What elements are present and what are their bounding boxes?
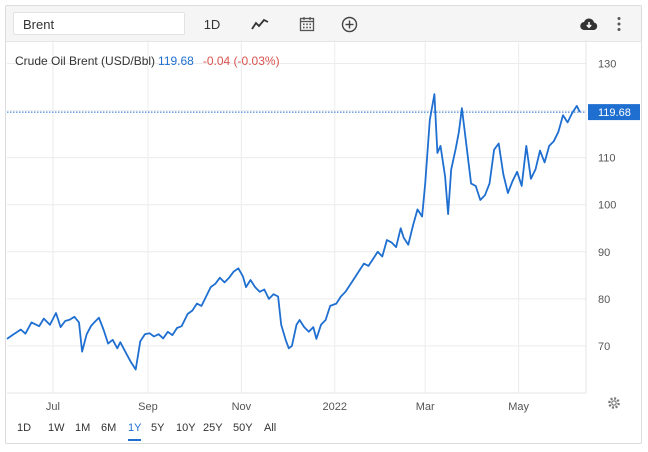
range-1m[interactable]: 1M bbox=[75, 422, 91, 434]
y-tick-label: 130 bbox=[598, 59, 616, 71]
legend-instrument-name: Crude Oil Brent (USD/Bbl) bbox=[15, 54, 156, 68]
chart-widget: Brent 1D bbox=[5, 5, 642, 444]
x-tick-label: Nov bbox=[232, 401, 252, 413]
interval-selector[interactable]: 1D bbox=[203, 16, 221, 32]
chart-legend: Crude Oil Brent (USD/Bbl) 119.68 -0.04 (-0… bbox=[15, 54, 280, 68]
line-chart-icon[interactable] bbox=[246, 12, 274, 36]
y-tick-label: 90 bbox=[598, 247, 610, 259]
download-icon[interactable] bbox=[577, 12, 601, 36]
x-tick-label: 2022 bbox=[323, 401, 347, 413]
x-tick-label: Jul bbox=[46, 401, 60, 413]
x-tick-label: May bbox=[508, 401, 529, 413]
y-tick-label: 70 bbox=[598, 341, 610, 353]
range-all[interactable]: All bbox=[264, 422, 277, 434]
last-price-badge bbox=[588, 104, 640, 121]
add-compare-icon[interactable] bbox=[336, 12, 362, 36]
range-50y[interactable]: 50Y bbox=[233, 422, 253, 434]
range-1d[interactable]: 1D bbox=[17, 422, 32, 434]
range-25y[interactable]: 25Y bbox=[203, 422, 223, 434]
y-tick-label: 100 bbox=[598, 200, 616, 212]
range-1y[interactable]: 1Y bbox=[128, 421, 142, 441]
range-1w[interactable]: 1W bbox=[48, 422, 65, 434]
last-price-label: 119.68 bbox=[598, 107, 631, 119]
x-tick-label: Sep bbox=[138, 401, 158, 413]
chart-toolbar: Brent 1D bbox=[6, 6, 641, 42]
legend-change: -0.04 (-0.03%) bbox=[202, 54, 280, 68]
symbol-search-input[interactable]: Brent bbox=[13, 12, 185, 35]
x-tick-label: Mar bbox=[416, 401, 435, 413]
chart-settings-icon[interactable] bbox=[608, 397, 620, 409]
more-options-icon[interactable] bbox=[608, 12, 630, 36]
y-tick-label: 110 bbox=[598, 153, 616, 165]
calendar-icon[interactable] bbox=[294, 12, 320, 36]
y-tick-label: 80 bbox=[598, 294, 610, 306]
range-10y[interactable]: 10Y bbox=[176, 422, 196, 434]
legend-price: 119.68 bbox=[158, 54, 194, 68]
range-5y[interactable]: 5Y bbox=[151, 422, 165, 434]
range-6m[interactable]: 6M bbox=[101, 422, 117, 434]
series-line-brent bbox=[6, 93, 581, 371]
